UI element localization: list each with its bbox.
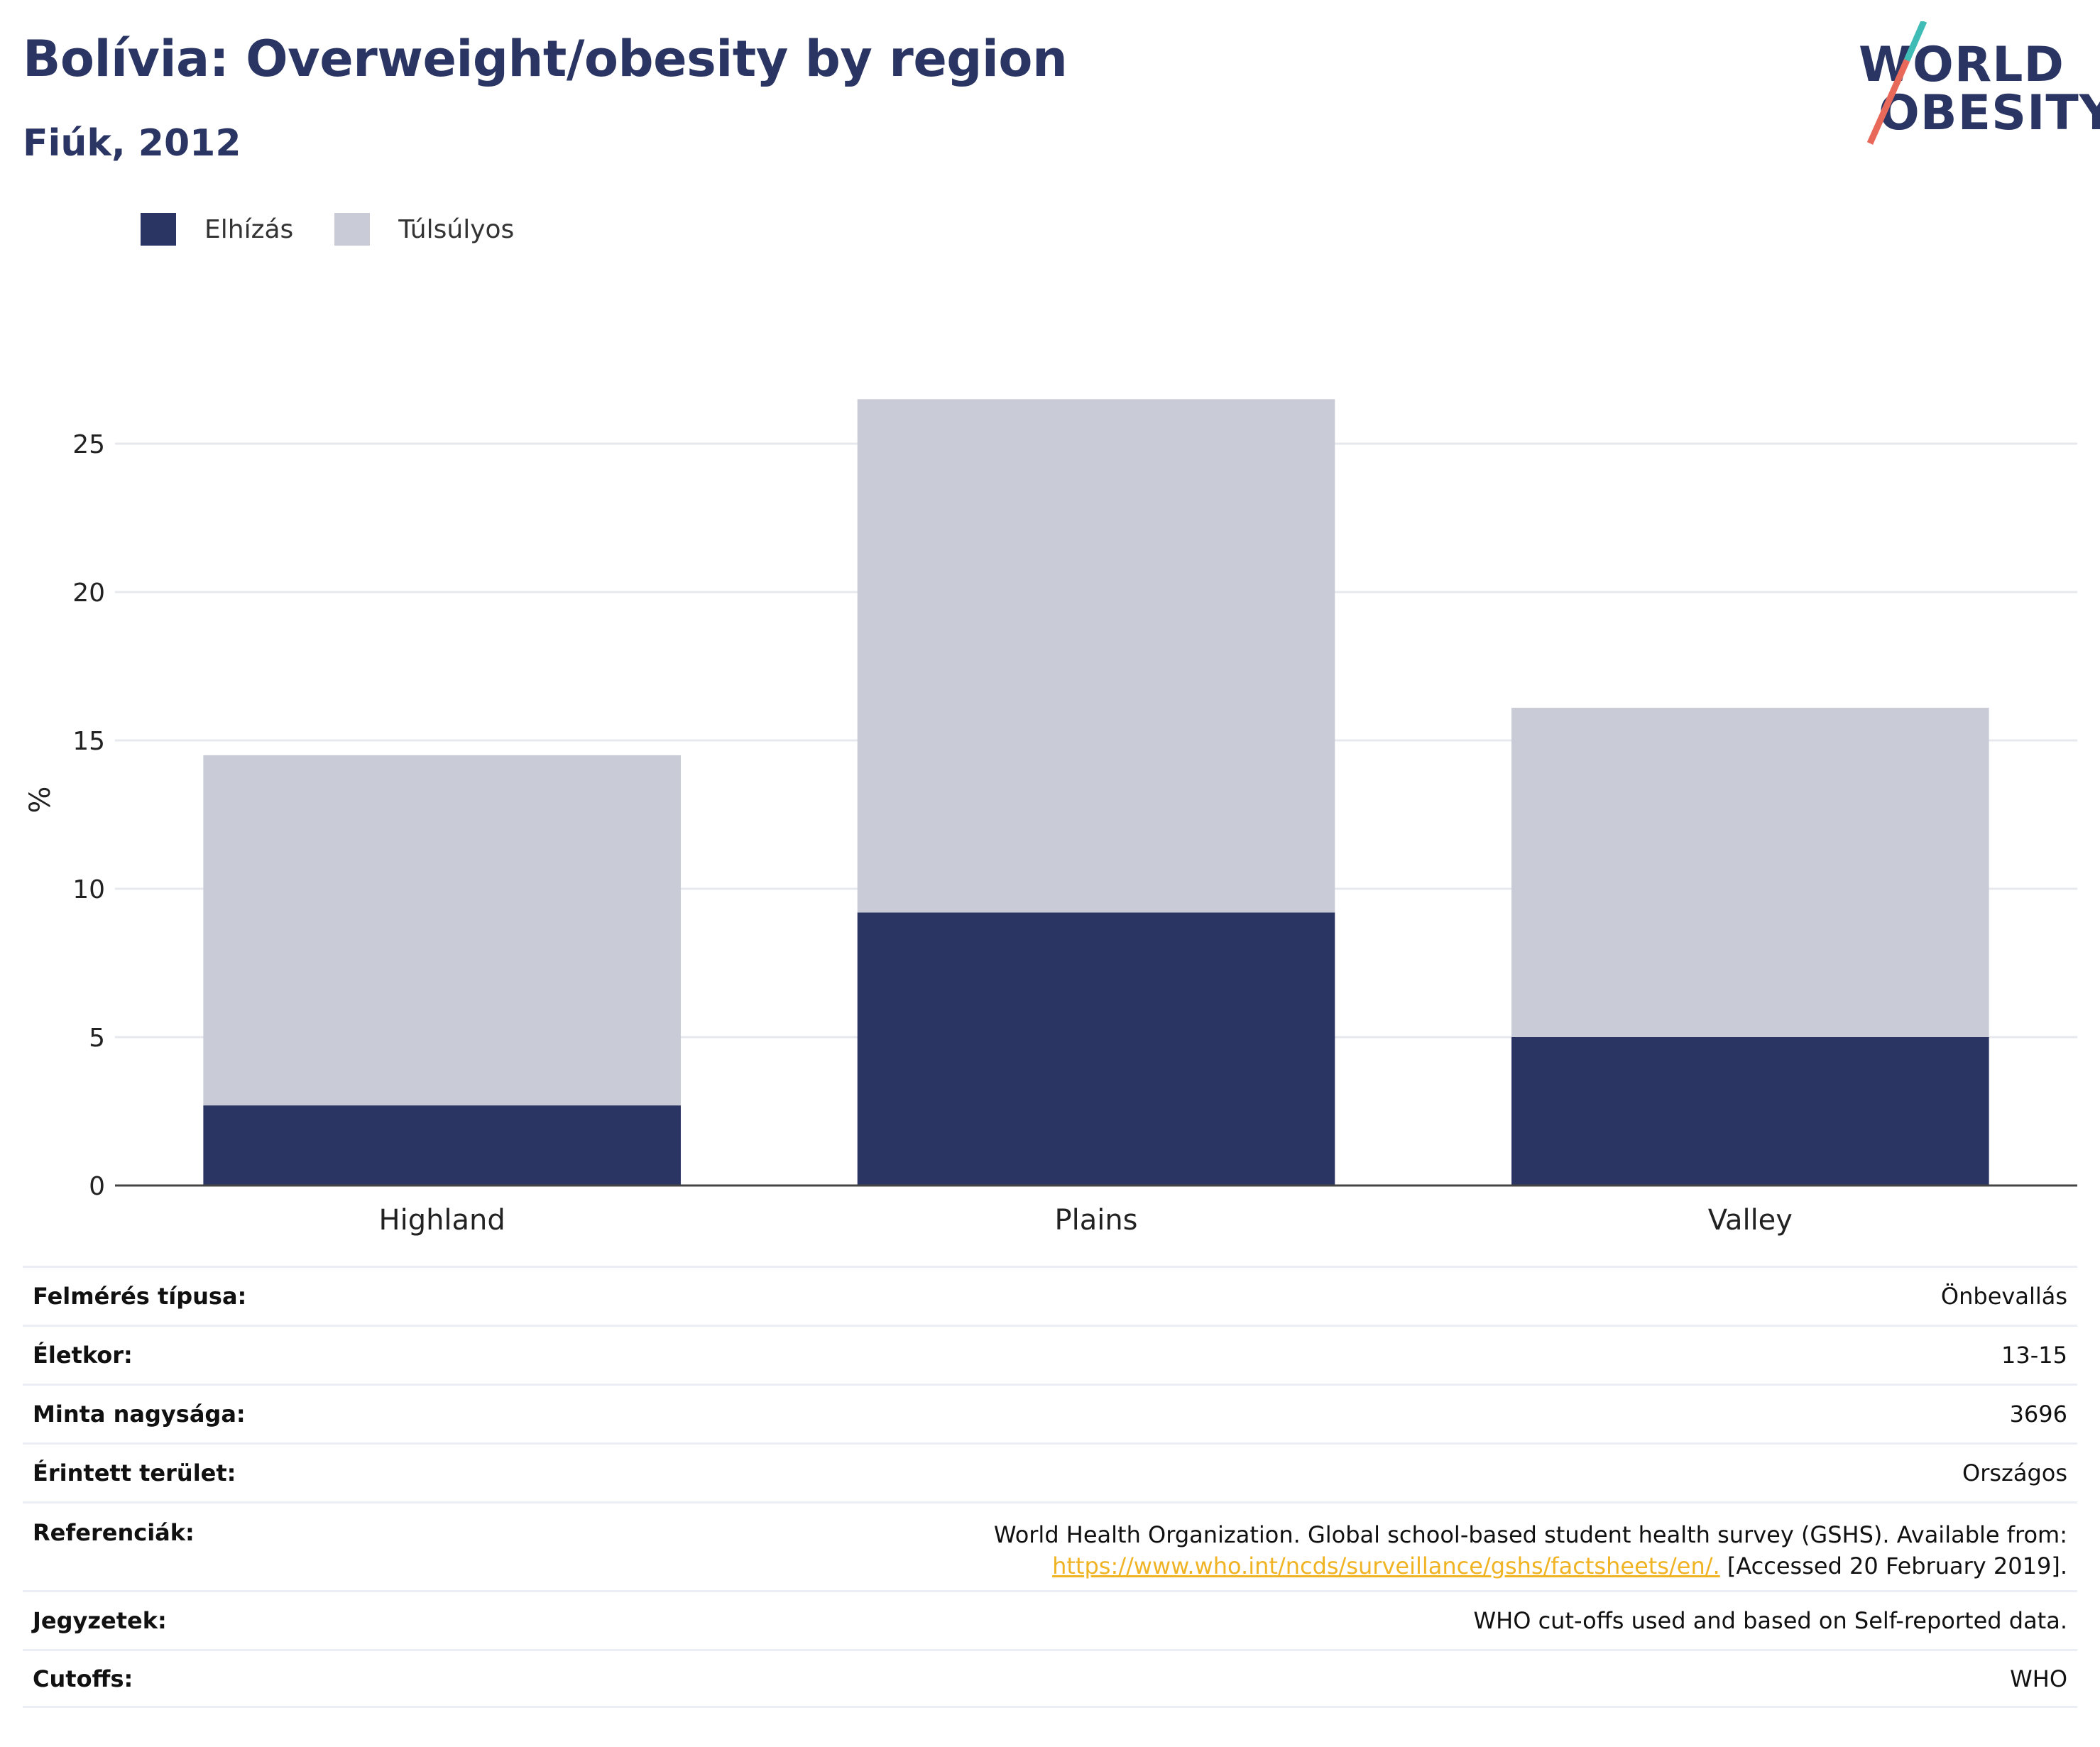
info-label: Referenciák: (33, 1519, 195, 1546)
references-text: World Health Organization. Global school… (993, 1521, 2067, 1548)
legend-label-overweight: Túlsúlyos (398, 214, 515, 244)
legend-item-obesity[interactable]: Elhízás (141, 213, 293, 246)
bar-segment-obesity (1511, 1037, 1989, 1185)
info-label: Felmérés típusa: (33, 1283, 247, 1310)
info-row-survey-type: Felmérés típusa: Önbevallás (23, 1266, 2077, 1325)
references-link[interactable]: https://www.who.int/ncds/surveillance/gs… (1052, 1552, 1720, 1579)
x-tick-label: Plains (1054, 1204, 1137, 1237)
info-label: Jegyzetek: (33, 1607, 167, 1634)
info-label: Érintett terület: (33, 1460, 236, 1486)
info-row-references: Referenciák: World Health Organization. … (23, 1501, 2077, 1590)
legend-swatch-overweight (334, 213, 371, 246)
references-value: World Health Organization. Global school… (994, 1519, 2067, 1582)
x-tick-label: Highland (379, 1204, 505, 1237)
bar-segment-obesity (203, 1105, 681, 1185)
y-tick-label: 0 (89, 1172, 105, 1201)
legend-swatch-obesity (141, 213, 176, 246)
legend-label-obesity: Elhízás (204, 214, 294, 244)
world-obesity-logo: WORLD OBESITY (1846, 21, 2100, 149)
info-value: 3696 (2009, 1401, 2067, 1428)
y-tick-label: 5 (89, 1024, 105, 1053)
bar-segment-obesity (857, 912, 1335, 1185)
logo-slash-icon (1866, 21, 1927, 145)
info-label: Cutoffs: (33, 1665, 133, 1692)
bar-segment-overweight (1511, 708, 1989, 1037)
info-label: Életkor: (33, 1342, 133, 1369)
info-row-sample-size: Minta nagysága: 3696 (23, 1384, 2077, 1442)
y-tick-label: 10 (72, 875, 105, 904)
info-label: Minta nagysága: (33, 1401, 246, 1428)
info-value: WHO (2010, 1665, 2067, 1692)
y-tick-label: 20 (72, 579, 105, 608)
chart-legend: Elhízás Túlsúlyos (141, 212, 555, 247)
info-row-cutoffs: Cutoffs: WHO (23, 1649, 2077, 1708)
info-value: Országos (1962, 1460, 2067, 1486)
info-value: Önbevallás (1940, 1283, 2067, 1310)
info-row-age: Életkor: 13-15 (23, 1325, 2077, 1384)
y-axis-label: % (24, 787, 57, 814)
y-tick-label: 15 (72, 727, 105, 756)
bar-segment-overweight (857, 399, 1335, 913)
logo-line-1: WORLD (1859, 37, 2065, 93)
references-accessed: [Accessed 20 February 2019]. (1719, 1552, 2067, 1579)
references-line-2: https://www.who.int/ncds/surveillance/gs… (994, 1550, 2067, 1582)
chart-subtitle: Fiúk, 2012 (23, 122, 241, 165)
chart-title: Bolívia: Overweight/obesity by region (23, 30, 1068, 88)
info-table: Felmérés típusa: Önbevallás Életkor: 13-… (23, 1266, 2077, 1708)
info-value: WHO cut-offs used and based on Self-repo… (1473, 1607, 2068, 1634)
y-tick-label: 25 (72, 430, 105, 459)
legend-item-overweight[interactable]: Túlsúlyos (334, 213, 514, 246)
bar-segment-overweight (203, 755, 681, 1106)
bar-chart: 0 5 10 15 20 25% Highland Plains Valley (24, 399, 2077, 1237)
info-row-notes: Jegyzetek: WHO cut-offs used and based o… (23, 1590, 2077, 1649)
logo-line-2: OBESITY (1878, 85, 2100, 141)
info-row-area: Érintett terület: Országos (23, 1442, 2077, 1501)
info-value: 13-15 (2001, 1342, 2067, 1369)
x-tick-label: Valley (1708, 1204, 1793, 1237)
